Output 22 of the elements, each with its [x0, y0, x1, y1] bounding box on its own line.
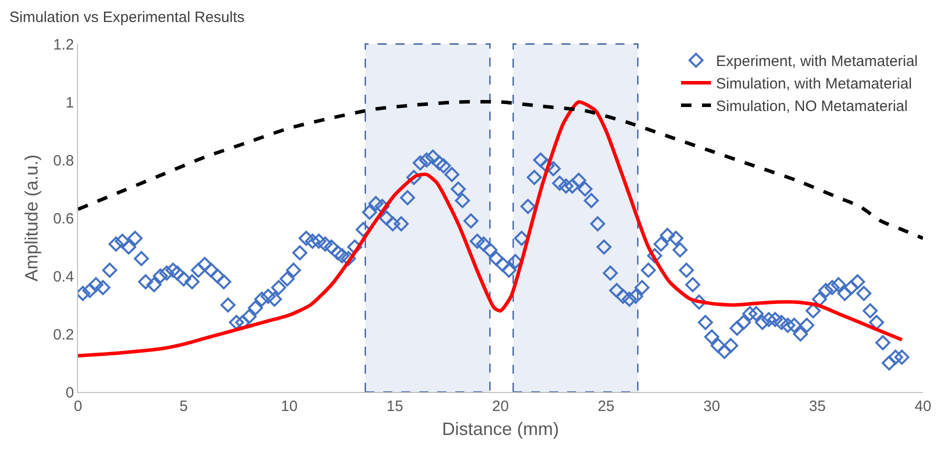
x-tick-label: 10	[280, 398, 298, 415]
x-tick-label: 25	[598, 398, 614, 415]
y-tick-label: 0.8	[53, 152, 74, 170]
legend-label: Experiment, with Metamaterial	[716, 53, 918, 70]
x-axis-title: Distance (mm)	[442, 419, 560, 440]
x-tick-label: 5	[179, 398, 188, 415]
y-axis-title: Amplitude (a.u.)	[21, 154, 42, 282]
x-tick-label: 35	[809, 398, 826, 415]
y-tick-label: 0.6	[53, 210, 74, 228]
legend-label: Simulation, NO Metamaterial	[716, 98, 908, 116]
y-tick-label: 1	[66, 94, 74, 112]
x-tick-label: 30	[703, 398, 720, 415]
legend-label: Simulation, with Metamaterial	[716, 76, 912, 93]
y-tick-label: 0.2	[53, 326, 74, 344]
y-tick-label: 0.4	[53, 268, 74, 286]
y-tick-label: 0	[66, 384, 74, 402]
x-tick-label: 20	[492, 398, 509, 415]
line-series	[78, 100, 923, 240]
x-tick-label: 15	[386, 398, 404, 415]
chart-title: Simulation vs Experimental Results	[9, 8, 245, 26]
y-tick-label: 1.2	[53, 36, 74, 54]
x-tick-label: 40	[914, 398, 932, 415]
